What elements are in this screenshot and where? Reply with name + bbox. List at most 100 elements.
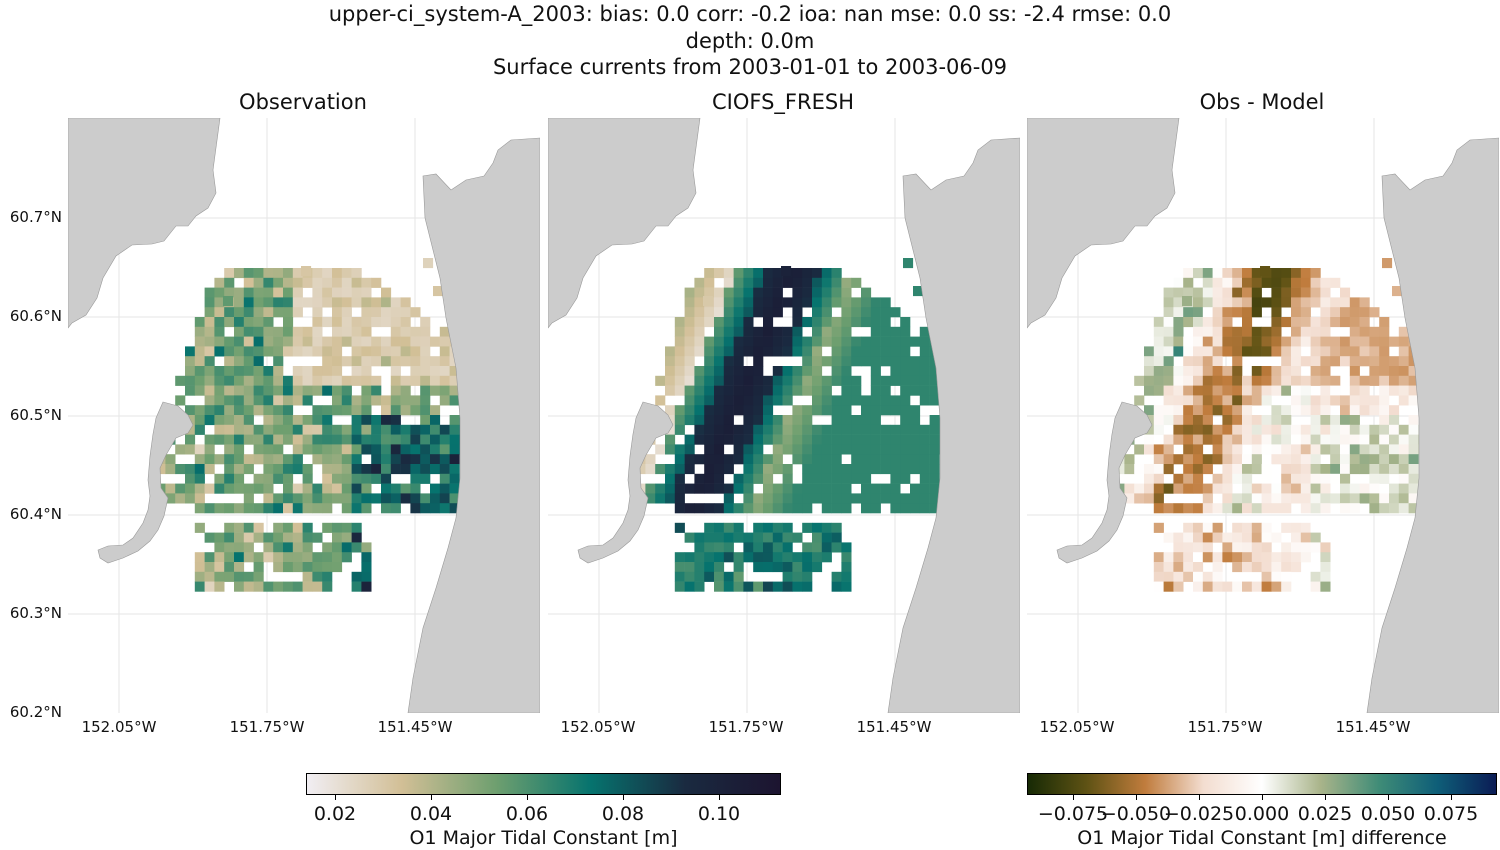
model-cell — [880, 385, 891, 396]
difference-cell — [1183, 444, 1194, 455]
observation-cell — [439, 434, 450, 445]
model-cell — [772, 454, 783, 465]
model-cell — [733, 297, 744, 308]
observation-cell — [292, 581, 303, 592]
observation-cell — [400, 336, 411, 347]
model-cell — [753, 581, 764, 592]
observation-cell — [292, 307, 303, 318]
observation-cell — [390, 424, 401, 435]
difference-cell — [1261, 493, 1272, 504]
difference-cell — [1300, 464, 1311, 475]
model-cell — [919, 366, 930, 377]
observation-cell — [234, 552, 245, 563]
difference-cell — [1281, 522, 1292, 533]
difference-cell — [1271, 571, 1282, 582]
model-cell — [753, 385, 764, 396]
difference-cell — [1163, 366, 1174, 377]
difference-cell — [1310, 336, 1321, 347]
model-cell — [782, 542, 793, 553]
model-cell — [812, 385, 823, 396]
model-cell — [645, 493, 656, 504]
difference-cell — [1382, 258, 1393, 269]
colorbar-tick-label: 0.025 — [1297, 803, 1353, 825]
observation-cell — [194, 464, 205, 475]
observation-cell — [332, 268, 343, 279]
difference-cell — [1153, 366, 1164, 377]
difference-cell — [1163, 552, 1174, 563]
difference-cell — [1379, 356, 1390, 367]
difference-cell — [1291, 552, 1302, 563]
difference-cell — [1398, 483, 1409, 494]
difference-cell — [1251, 326, 1262, 337]
difference-cell — [1163, 385, 1174, 396]
map-model[interactable] — [548, 118, 1020, 713]
model-cell — [919, 493, 930, 504]
observation-cell — [361, 326, 372, 337]
observation-cell — [381, 464, 392, 475]
colorbar-tick-mark — [623, 795, 624, 800]
difference-cell — [1212, 346, 1223, 357]
map-difference[interactable] — [1027, 118, 1499, 713]
difference-cell — [1261, 385, 1272, 396]
model-cell — [792, 454, 803, 465]
map-observation[interactable] — [68, 118, 540, 713]
model-cell — [645, 454, 656, 465]
observation-cell — [332, 424, 343, 435]
difference-cell — [1212, 434, 1223, 445]
observation-cell — [214, 552, 225, 563]
difference-cell — [1183, 268, 1194, 279]
difference-cell — [1163, 405, 1174, 416]
model-cell — [861, 356, 872, 367]
observation-cell — [371, 464, 382, 475]
difference-cell — [1349, 454, 1360, 465]
model-cell — [782, 415, 793, 426]
model-cell — [714, 326, 725, 337]
observation-cell — [312, 415, 323, 426]
observation-cell — [234, 395, 245, 406]
observation-cell — [185, 483, 196, 494]
model-cell — [753, 336, 764, 347]
model-cell — [723, 405, 734, 416]
model-cell — [792, 317, 803, 328]
difference-cell — [1340, 444, 1351, 455]
model-cell — [802, 287, 813, 298]
difference-cell — [1222, 532, 1233, 543]
observation-cell — [224, 424, 235, 435]
observation-cell — [302, 395, 313, 406]
model-cell — [674, 493, 685, 504]
observation-cell — [410, 503, 421, 514]
difference-cell — [1232, 297, 1243, 308]
difference-cell — [1281, 503, 1292, 514]
difference-cell — [1183, 571, 1194, 582]
difference-cell — [1251, 444, 1262, 455]
observation-cell — [351, 268, 362, 279]
observation-cell — [214, 277, 225, 288]
difference-cell — [1398, 326, 1409, 337]
observation-cell — [243, 277, 254, 288]
observation-cell — [204, 562, 215, 573]
observation-cell — [420, 346, 431, 357]
difference-cell — [1251, 277, 1262, 288]
difference-cell — [1163, 532, 1174, 543]
observation-cell — [292, 464, 303, 475]
observation-cell — [243, 297, 254, 308]
difference-cell — [1232, 287, 1243, 298]
observation-cell — [322, 317, 333, 328]
difference-cell — [1193, 395, 1204, 406]
model-cell — [714, 454, 725, 465]
observation-cell — [292, 415, 303, 426]
difference-cell — [1232, 395, 1243, 406]
model-cell — [674, 424, 685, 435]
observation-cell — [194, 552, 205, 563]
observation-cell — [400, 346, 411, 357]
difference-cell — [1271, 297, 1282, 308]
observation-cell — [194, 562, 205, 573]
observation-cell — [302, 532, 313, 543]
model-cell — [674, 522, 685, 533]
difference-cell — [1389, 434, 1400, 445]
model-cell — [714, 542, 725, 553]
observation-cell — [302, 464, 313, 475]
model-cell — [714, 444, 725, 455]
difference-cell — [1408, 395, 1419, 406]
difference-cell — [1193, 297, 1204, 308]
